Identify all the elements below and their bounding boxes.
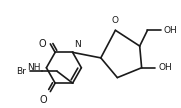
Text: OH: OH [158,63,172,72]
Text: O: O [112,16,119,25]
Text: O: O [40,94,47,105]
Text: N: N [75,40,81,49]
Text: OH: OH [164,26,178,35]
Text: O: O [39,39,47,49]
Text: NH: NH [27,63,41,72]
Text: Br: Br [16,67,26,76]
